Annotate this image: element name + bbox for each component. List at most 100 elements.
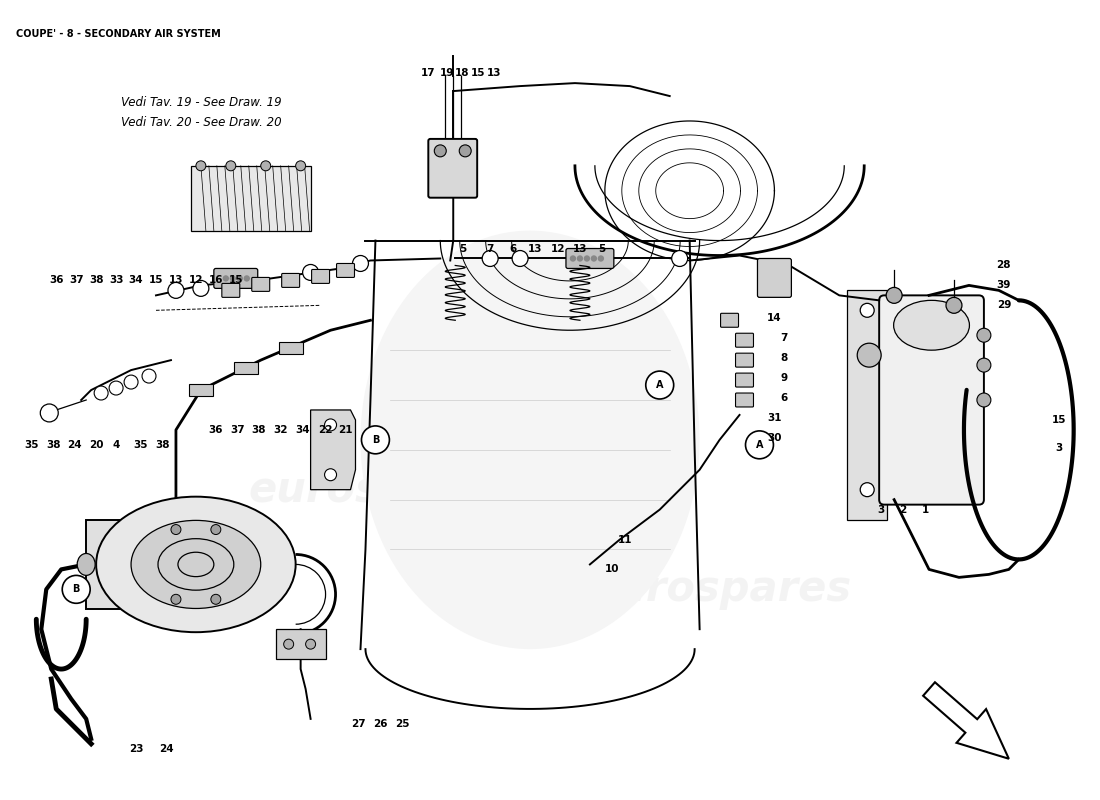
FancyBboxPatch shape [222, 283, 240, 298]
Text: 4: 4 [112, 440, 120, 450]
Circle shape [168, 282, 184, 298]
FancyBboxPatch shape [720, 314, 738, 327]
Text: 6: 6 [781, 393, 788, 403]
Text: 34: 34 [129, 275, 143, 286]
Text: 7: 7 [781, 334, 788, 343]
Text: 34: 34 [295, 425, 310, 435]
Circle shape [41, 404, 58, 422]
Text: 8: 8 [781, 353, 788, 363]
Text: 25: 25 [395, 719, 409, 729]
Circle shape [746, 431, 773, 458]
Circle shape [302, 265, 319, 281]
Text: 7: 7 [486, 243, 494, 254]
Circle shape [124, 375, 138, 389]
Text: 35: 35 [24, 440, 38, 450]
Circle shape [482, 250, 498, 266]
Text: 5: 5 [598, 243, 605, 254]
Text: 36: 36 [209, 425, 223, 435]
Text: 2: 2 [900, 505, 906, 514]
Circle shape [324, 469, 337, 481]
Ellipse shape [893, 300, 969, 350]
Text: 26: 26 [373, 719, 387, 729]
Text: 13: 13 [168, 275, 184, 286]
Circle shape [261, 161, 271, 170]
Text: 17: 17 [421, 68, 436, 78]
Text: 36: 36 [50, 275, 64, 286]
FancyBboxPatch shape [566, 249, 614, 269]
Text: 6: 6 [509, 243, 517, 254]
Text: 37: 37 [69, 275, 84, 286]
Ellipse shape [131, 520, 261, 609]
Text: 21: 21 [339, 425, 353, 435]
Text: 15: 15 [229, 275, 243, 286]
FancyBboxPatch shape [337, 263, 354, 278]
Circle shape [860, 303, 875, 318]
Text: eurospares: eurospares [588, 568, 851, 610]
FancyBboxPatch shape [847, 290, 887, 519]
Circle shape [211, 594, 221, 604]
FancyBboxPatch shape [311, 270, 330, 283]
Text: 18: 18 [455, 68, 470, 78]
Circle shape [352, 255, 368, 271]
Text: 38: 38 [156, 440, 170, 450]
Text: 1: 1 [922, 505, 928, 514]
Circle shape [857, 343, 881, 367]
Text: 15: 15 [1052, 415, 1066, 425]
Circle shape [296, 161, 306, 170]
Text: 23: 23 [129, 744, 143, 754]
Circle shape [584, 256, 590, 261]
Circle shape [238, 276, 242, 281]
Circle shape [142, 369, 156, 383]
Text: 27: 27 [351, 719, 366, 729]
Text: 39: 39 [997, 280, 1011, 290]
Text: Vedi Tav. 20 - See Draw. 20: Vedi Tav. 20 - See Draw. 20 [121, 116, 282, 129]
Text: 12: 12 [551, 243, 565, 254]
Text: 33: 33 [109, 275, 123, 286]
Text: 37: 37 [231, 425, 245, 435]
Text: 32: 32 [274, 425, 288, 435]
Circle shape [434, 145, 447, 157]
Circle shape [192, 281, 209, 296]
Bar [189, 384, 213, 396]
Circle shape [170, 525, 180, 534]
Circle shape [977, 328, 991, 342]
Text: B: B [73, 584, 80, 594]
Text: eurospares: eurospares [249, 469, 512, 510]
Ellipse shape [178, 552, 213, 577]
Text: 22: 22 [318, 425, 333, 435]
Text: 28: 28 [997, 261, 1011, 270]
FancyBboxPatch shape [736, 373, 754, 387]
Text: 19: 19 [440, 68, 454, 78]
Circle shape [63, 575, 90, 603]
FancyBboxPatch shape [428, 139, 477, 198]
Circle shape [571, 256, 575, 261]
Text: 13: 13 [487, 68, 502, 78]
Circle shape [977, 358, 991, 372]
Circle shape [578, 256, 582, 261]
Ellipse shape [96, 497, 296, 632]
Text: 24: 24 [67, 440, 81, 450]
Circle shape [860, 482, 875, 497]
Ellipse shape [77, 554, 96, 575]
Circle shape [324, 419, 337, 431]
FancyBboxPatch shape [736, 334, 754, 347]
Text: 24: 24 [158, 744, 174, 754]
Ellipse shape [158, 538, 234, 590]
FancyBboxPatch shape [736, 393, 754, 407]
Circle shape [196, 161, 206, 170]
Circle shape [211, 525, 221, 534]
FancyBboxPatch shape [758, 258, 791, 298]
Circle shape [592, 256, 596, 261]
FancyBboxPatch shape [879, 295, 983, 505]
Text: 38: 38 [89, 275, 103, 286]
Text: 3: 3 [878, 505, 884, 514]
Circle shape [362, 426, 389, 454]
FancyBboxPatch shape [86, 519, 261, 610]
Text: 29: 29 [997, 300, 1011, 310]
Circle shape [977, 393, 991, 407]
Text: 35: 35 [134, 440, 148, 450]
Circle shape [284, 639, 294, 649]
Text: 20: 20 [89, 440, 103, 450]
Circle shape [459, 145, 471, 157]
Text: 15: 15 [148, 275, 163, 286]
